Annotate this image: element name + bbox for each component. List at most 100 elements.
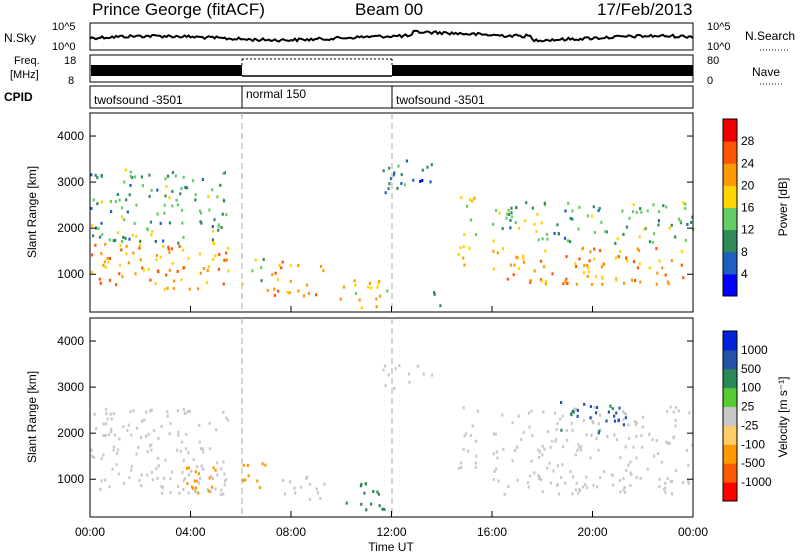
cell-r7	[541, 490, 544, 494]
cell-r7	[627, 423, 630, 427]
cell-r7	[628, 436, 631, 440]
cell-r9	[625, 225, 628, 229]
cell-r7	[517, 414, 520, 418]
cell-r0	[122, 481, 126, 485]
cell-r9	[597, 209, 600, 213]
velocity-colorbar: 1000 500 100 25 -25 -100 -500 -1000 Velocity [m…	[722, 330, 790, 502]
cell-r9	[684, 202, 687, 206]
cell-r0	[155, 258, 158, 262]
cell-r9	[578, 205, 581, 209]
cell-r4	[360, 502, 363, 506]
cell-r7	[656, 452, 660, 456]
cell-r0	[219, 492, 222, 496]
cell-r1	[168, 196, 171, 200]
cell-r9	[507, 208, 510, 212]
cell-r7	[623, 411, 626, 415]
cpid-panel: CPID twofsound -3501 normal 150 twofsoun…	[4, 85, 694, 109]
cell-r1	[133, 221, 136, 225]
cell-r0	[115, 452, 118, 455]
velocity-colorbar-tick: 1000	[741, 343, 768, 357]
cell-r9	[631, 210, 635, 214]
cell-r7	[634, 423, 637, 427]
cell-r0	[90, 270, 93, 274]
power-colorbar-tick: 8	[741, 245, 748, 259]
cell-r9	[524, 219, 527, 223]
cell-r1	[99, 235, 102, 239]
cell-r9	[507, 213, 511, 216]
cell-r0	[181, 440, 184, 444]
cell-r1	[168, 221, 171, 225]
cell-r7	[569, 470, 572, 474]
cell-r8	[506, 277, 509, 281]
cell-r1	[217, 228, 220, 232]
cell-r7	[555, 437, 558, 441]
cell-r0	[108, 257, 111, 260]
cell-r0	[161, 486, 164, 490]
cell-r0	[200, 464, 203, 468]
cell-r3	[319, 496, 322, 500]
cell-r3	[308, 482, 311, 486]
cell-r0	[109, 430, 113, 434]
cell-r8	[501, 247, 504, 251]
cell-r0	[188, 410, 191, 413]
cell-r7	[501, 413, 504, 417]
cell-r1	[163, 211, 166, 215]
cell-r2	[261, 462, 264, 466]
cell-r0	[223, 472, 226, 476]
cell-r9	[614, 241, 617, 245]
cell-r8	[565, 281, 568, 285]
cell-r0	[225, 258, 228, 262]
cell-r1	[195, 479, 198, 483]
cell-r7	[528, 425, 531, 429]
cell-r0	[149, 278, 152, 282]
cell-r7	[639, 476, 642, 480]
cell-r0	[198, 440, 201, 444]
cell-r1	[217, 223, 220, 227]
cell-r5	[384, 384, 387, 388]
cell-r2	[260, 266, 263, 270]
cell-r0	[92, 455, 96, 459]
cell-r7	[624, 412, 627, 416]
cell-r1	[149, 220, 152, 224]
cell-r7	[641, 445, 644, 449]
cell-r7	[496, 456, 499, 460]
cell-r8	[589, 405, 592, 409]
cell-r9	[563, 236, 567, 240]
cell-r7	[612, 483, 615, 487]
power-colorbar-swatch	[723, 207, 737, 231]
cell-r7	[559, 417, 562, 421]
cell-r7	[462, 256, 465, 260]
cell-r7	[542, 410, 545, 414]
date-title: 17/Feb/2013	[597, 0, 692, 19]
cell-r7	[664, 481, 667, 485]
cell-r0	[223, 483, 226, 487]
cell-r7	[574, 453, 577, 457]
cell-r2	[251, 269, 254, 273]
cell-r1	[175, 198, 178, 202]
cell-r7	[615, 438, 619, 442]
cell-r0	[171, 261, 174, 265]
cell-r7	[660, 460, 663, 464]
freq-label: Freq.	[14, 55, 40, 67]
cpid-segment-2: normal 150	[246, 87, 306, 101]
cell-r6	[462, 448, 465, 452]
cell-r7	[507, 485, 510, 488]
velocity-colorbar-swatch	[723, 406, 737, 426]
cell-r6	[469, 433, 472, 437]
velocity-cells	[90, 364, 694, 512]
cell-r9	[546, 237, 549, 241]
velocity-colorbar-swatch	[723, 368, 737, 389]
cell-r5	[430, 373, 434, 377]
cell-r2	[254, 258, 257, 262]
cell-r0	[111, 467, 114, 471]
cell-r3	[276, 278, 280, 282]
cell-r7	[546, 466, 549, 470]
cell-r0	[95, 427, 98, 431]
cell-r0	[225, 478, 228, 482]
cell-r1	[194, 470, 197, 474]
cell-r5	[397, 164, 400, 168]
cell-r0	[106, 417, 109, 421]
cell-r7	[575, 481, 578, 485]
cell-r1	[96, 176, 99, 180]
cell-r1	[129, 170, 132, 174]
